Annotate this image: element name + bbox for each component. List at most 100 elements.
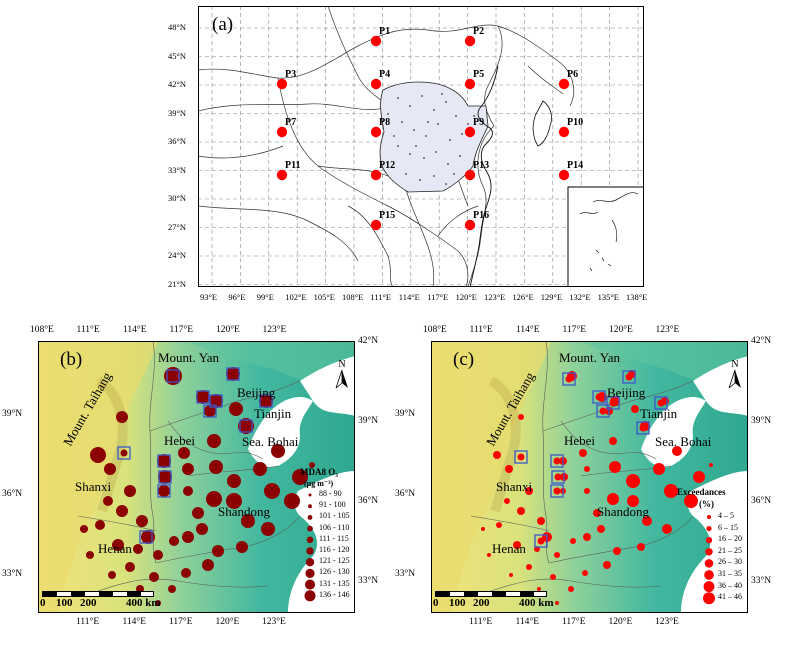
exceedance-map-panel: (c) Mount. Yan Beijing Tianjin Hebei Sea… (431, 341, 748, 613)
site-marker (526, 564, 532, 570)
urban-site-marker (625, 373, 633, 381)
site-marker (493, 451, 501, 459)
lat-tick-label: 24°N (168, 250, 187, 260)
urban-site-box (550, 454, 564, 468)
top-lon-tick: 114°E (123, 325, 147, 335)
site-label: P6 (567, 69, 579, 80)
site-marker (609, 461, 621, 473)
site-label: P4 (379, 69, 391, 80)
site-label: P16 (473, 210, 490, 221)
site-marker (192, 507, 204, 519)
site-marker (86, 551, 94, 559)
legend-symbol (703, 592, 715, 605)
lat-tick-label: 45°N (168, 50, 187, 61)
urban-site-box (596, 404, 610, 418)
site-marker (537, 587, 541, 591)
legend-label: 101 - 105 (319, 511, 350, 521)
site-marker (178, 447, 190, 459)
site-label: P11 (285, 160, 301, 171)
site-marker (212, 545, 224, 557)
bottom-lon-tick: 117°E (562, 617, 586, 627)
north-arrow: N (727, 359, 743, 390)
site-marker (124, 485, 136, 497)
lat-tick-label: 21°N (168, 278, 187, 289)
site-label: P5 (473, 69, 485, 80)
urban-site-box (209, 394, 223, 408)
site-marker (271, 444, 285, 458)
urban-site-marker (599, 407, 607, 415)
legend-label: 88 - 90 (319, 489, 342, 498)
bottom-lon-tick: 123°E (262, 617, 286, 627)
site-marker (229, 402, 243, 416)
site-label: P7 (285, 117, 297, 128)
site-marker (504, 498, 510, 504)
site-marker (125, 562, 135, 572)
sites (80, 367, 315, 606)
place-shanxi: Shanxi (496, 479, 533, 494)
coastline (469, 65, 499, 287)
top-lon-tick: 114°E (516, 325, 540, 335)
site-label: P10 (567, 117, 584, 128)
legend-symbol (308, 493, 312, 497)
site-marker (284, 493, 300, 509)
right-lat-tick: 42°N (358, 336, 379, 346)
urban-site-marker (537, 537, 545, 545)
legend-symbol (703, 581, 715, 593)
urban-site-marker (517, 453, 525, 461)
site-marker (653, 463, 665, 475)
site-point (276, 78, 288, 90)
urban-site-box (157, 454, 171, 468)
legend-symbol (306, 547, 314, 555)
urban-site-marker (212, 397, 220, 405)
scale-200: 200 (473, 597, 490, 609)
site-marker (609, 437, 617, 445)
lat-tick-label: 33°N (168, 164, 187, 175)
site-point (276, 169, 288, 181)
site-marker (103, 496, 113, 506)
legend-label: 21 – 25 (718, 545, 742, 555)
legend-symbol (307, 525, 313, 532)
site-marker (637, 543, 645, 551)
site-marker (509, 573, 513, 577)
site-point (464, 126, 476, 138)
site-marker (226, 493, 242, 509)
site-marker (672, 446, 682, 456)
sites (481, 370, 713, 605)
north-arrow-icon (728, 369, 741, 390)
urban-site-box (592, 390, 606, 404)
lon-tick-label: 99°E (256, 292, 274, 302)
urban-site-marker (242, 422, 250, 430)
site-marker (182, 531, 194, 543)
bottom-lon-tick: 111°E (76, 617, 100, 627)
place-shandong: Shandong (218, 504, 270, 519)
site-marker (153, 550, 163, 560)
place-hebei: Hebei (164, 433, 196, 448)
right-lat-tick: 39°N (751, 416, 772, 426)
site-marker (597, 525, 605, 533)
urban-site-marker (142, 533, 150, 541)
urban-site-box (259, 394, 273, 408)
bottom-lon-tick: 123°E (655, 617, 679, 627)
site-marker (582, 570, 588, 576)
legend-symbol (304, 590, 316, 602)
legend-label: 36 – 40 (718, 580, 742, 590)
bottom-lon-tick: 120°E (215, 617, 240, 627)
urban-site-box (239, 419, 253, 433)
site-marker (513, 541, 521, 549)
site-marker (664, 484, 678, 498)
place-henan: Henan (492, 541, 526, 556)
right-lat-tick: 36°N (358, 496, 379, 506)
site-marker (196, 523, 208, 535)
panel-tag-a: (a) (212, 14, 234, 35)
site-point (370, 219, 382, 231)
urban-site-box (139, 530, 153, 544)
lon-tick-label: 135°E (597, 292, 619, 302)
lon-tick-label: 102°E (285, 292, 307, 302)
urban-site-box (226, 367, 240, 381)
site-label: P3 (285, 69, 297, 80)
left-lat-tick: 33°N (2, 569, 23, 579)
site-marker (627, 495, 639, 507)
site-label: P15 (379, 210, 396, 221)
site-point (464, 78, 476, 90)
site-marker (309, 462, 315, 468)
